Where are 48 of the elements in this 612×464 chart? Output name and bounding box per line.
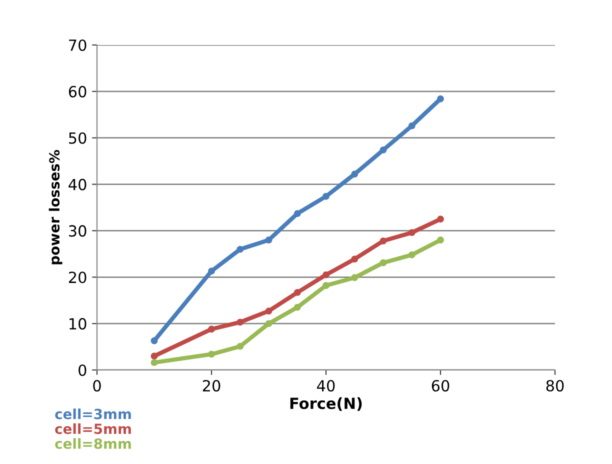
point	[265, 320, 272, 328]
y-tick-label: 0	[78, 364, 86, 376]
x-tick-label: 0	[93, 380, 101, 392]
point	[208, 350, 215, 358]
x-tick-label: 20	[202, 380, 220, 392]
text: cell=3mm	[55, 408, 131, 420]
point	[150, 337, 158, 344]
point	[208, 268, 215, 275]
point	[380, 146, 387, 154]
point	[236, 246, 244, 253]
x-tick-label: 80	[546, 380, 564, 392]
point	[294, 210, 301, 218]
text: cell=8mm	[55, 438, 131, 449]
y-tick-label: 20	[68, 272, 86, 284]
x-axis-title: Force(N)	[290, 397, 362, 411]
point	[437, 236, 444, 244]
point	[265, 236, 272, 244]
point	[294, 304, 301, 311]
point	[437, 216, 444, 223]
y-tick-label: 70	[69, 39, 86, 52]
point	[236, 342, 244, 350]
point	[294, 288, 301, 296]
x-tick-label: 40	[317, 380, 335, 392]
point	[351, 274, 358, 282]
point	[437, 95, 444, 102]
point	[265, 308, 272, 315]
y-axis-title: power losses%	[48, 150, 62, 264]
y-tick-label: 10	[70, 318, 86, 330]
point	[351, 256, 358, 263]
y-tick-label: 30	[69, 225, 86, 237]
point	[236, 318, 244, 326]
y-tick-label: 40	[68, 178, 86, 190]
point	[380, 237, 387, 244]
point	[408, 229, 416, 236]
point	[150, 352, 158, 360]
y-tick-label: 50	[69, 132, 86, 144]
point	[150, 359, 158, 366]
point	[408, 122, 416, 130]
point	[208, 326, 215, 333]
point	[322, 271, 330, 278]
point	[322, 282, 330, 289]
point	[380, 259, 387, 266]
point	[322, 192, 330, 200]
point	[408, 251, 416, 258]
point	[351, 170, 358, 178]
x-tick-label: 60	[432, 380, 450, 392]
y-tick-label: 60	[68, 86, 86, 98]
text: cell=5mm	[55, 423, 131, 434]
